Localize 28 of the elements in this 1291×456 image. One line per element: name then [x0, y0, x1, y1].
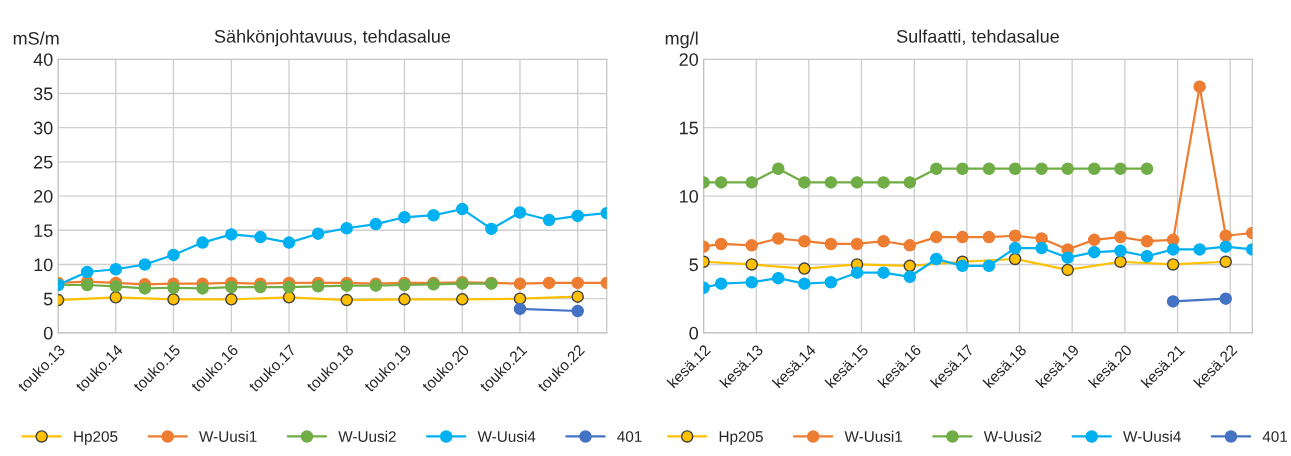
y-tick-label: 10 [34, 258, 53, 272]
legend-label: 401 [1262, 431, 1288, 442]
legend-label: W-Uusi4 [1123, 430, 1181, 442]
chart-title: Sulfaatti, tehdasalue [896, 29, 1059, 45]
y-tick-label: 15 [680, 121, 698, 135]
y-tick-label: 0 [689, 326, 699, 340]
legend-label: W-Uusi2 [983, 430, 1042, 442]
legend-label: Hp205 [719, 431, 763, 445]
legend-label: W-Uusi1 [199, 430, 257, 442]
legend-label: W-Uusi4 [477, 430, 536, 442]
y-tick-label: 35 [33, 87, 53, 101]
y-tick-label: 20 [679, 53, 699, 66]
y-tick-label: 30 [33, 121, 53, 135]
y-tick-label: 15 [34, 224, 53, 237]
y-axis-title: mS/m [13, 31, 59, 45]
y-tick-label: 5 [43, 292, 53, 306]
chart-title: Sähkönjohtavuus, tehdasalue [214, 29, 451, 47]
y-tick-label: 40 [33, 53, 53, 66]
y-tick-label: 10 [680, 190, 699, 203]
y-tick-label: 20 [34, 190, 53, 203]
y-tick-label: 5 [689, 258, 698, 272]
y-axis-title: mg/l [665, 31, 698, 49]
legend-label: W-Uusi2 [338, 430, 396, 442]
legend-label: 401 [617, 431, 642, 442]
y-tick-label: 25 [34, 155, 53, 169]
y-tick-label: 0 [43, 326, 53, 340]
legend-label: W-Uusi1 [844, 430, 903, 442]
legend-label: Hp205 [74, 431, 118, 445]
